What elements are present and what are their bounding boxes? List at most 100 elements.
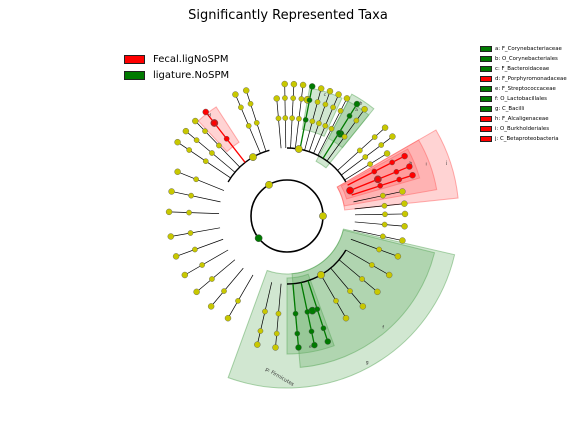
leaf-node-46-4 [174, 168, 181, 175]
leaf-node-5-3 [309, 118, 316, 125]
highlight-label-j: j [445, 160, 447, 166]
leaf-node-4-3 [302, 117, 309, 123]
branch-38 [227, 274, 254, 319]
branch-44 [169, 211, 220, 214]
leaf-node-27-4 [399, 237, 406, 244]
clade-legend-entry: f: O_Lactobacillales [480, 94, 567, 104]
clade-legend-swatch [480, 66, 492, 72]
leaf-node-44-3 [186, 209, 192, 216]
legend-label-ligature: ligature.NoSPM [153, 69, 230, 81]
inner-node-1 [254, 234, 263, 243]
leaf-node-6-5 [326, 87, 334, 95]
leaf-node-37-3 [262, 308, 268, 315]
leaf-node-2-5 [290, 80, 298, 88]
leaf-node-17-5 [381, 124, 389, 131]
leaf-node-7-3 [322, 122, 329, 129]
leaf-node-22-5 [409, 172, 416, 179]
leaf-node-2-4 [290, 95, 296, 101]
clade-legend-swatch [480, 56, 492, 62]
leaf-node-32-4 [342, 314, 350, 322]
clade-legend-label: a: F_Corynebacteriaceae [495, 46, 562, 52]
legend-entry-fecal: Fecal.ligNoSPM [124, 51, 229, 67]
branches [169, 84, 413, 348]
leaf-node-1-4 [282, 95, 288, 101]
leaf-node-9-3 [336, 130, 342, 136]
branch-39 [210, 267, 244, 307]
branch-0 [276, 98, 282, 149]
clade-legend-label: g: C_Bacilli [495, 106, 525, 112]
clade-legend-swatch [480, 106, 492, 112]
leaf-node-24-4 [401, 200, 408, 207]
leaf-node-8-3 [328, 125, 335, 132]
leaf-node-36-5 [272, 344, 279, 351]
branch-32 [320, 274, 347, 319]
leaf-node-9-5 [353, 100, 361, 108]
leaf-node-37-5 [254, 341, 261, 348]
highlight-label-d: d [208, 113, 211, 119]
leaf-node-18-5 [389, 133, 396, 140]
leaf-node-8-4 [337, 108, 344, 114]
leaf-node-42-3 [192, 246, 198, 253]
leaf-node-39-3 [221, 288, 227, 294]
leaf-node-17-3 [357, 147, 363, 154]
branch-43 [170, 227, 221, 237]
branch-30 [338, 259, 378, 293]
leaf-node-0-3 [275, 115, 282, 122]
leaf-node-5-5 [317, 85, 325, 92]
branch-46 [177, 171, 225, 191]
clade-legend-label: e: F_Streptococcaceae [495, 86, 556, 92]
leaf-node-23-3 [380, 192, 386, 199]
leaf-node-21-5 [406, 163, 413, 170]
clade-legend-label: h: F_Alcaligenaceae [495, 116, 549, 122]
leaf-node-31-4 [359, 303, 367, 310]
clade-legend-entry: d: F_Porphyromonadaceae [480, 74, 567, 84]
branch-23 [353, 191, 403, 203]
leaf-node-38-3 [235, 298, 241, 304]
inner-node-8 [346, 186, 354, 195]
leaf-node-21-4 [393, 168, 400, 175]
leaf-node-21-3 [375, 176, 381, 183]
leaf-node-7-5 [335, 91, 342, 98]
leaf-node-16-3 [202, 158, 209, 164]
inner-node-3 [294, 145, 303, 153]
leaf-node-35-4 [294, 330, 301, 337]
clade-legend-label: f: O_Lactobacillales [495, 96, 547, 102]
leaf-node-1-5 [281, 80, 288, 88]
group-legend: Fecal.ligNoSPM ligature.NoSPM [124, 51, 229, 83]
leaf-node-10-5 [361, 106, 368, 113]
leaf-node-12-3 [245, 122, 252, 129]
leaf-node-34-3 [304, 309, 311, 315]
leaf-node-28-3 [376, 246, 382, 253]
clade-legend-label: i: O_Burkholderiales [495, 126, 550, 132]
clade-legend-label: c: F_Bacteroidaceae [495, 66, 550, 72]
leaf-node-30-4 [374, 288, 381, 296]
clade-legend-swatch [480, 116, 492, 122]
leaf-node-13-5 [202, 108, 209, 116]
branch-28 [350, 238, 399, 257]
leaf-node-4-4 [306, 97, 313, 103]
leaf-node-4-5 [308, 83, 316, 90]
leaf-node-31-3 [347, 288, 353, 294]
leaf-node-40-3 [209, 276, 215, 282]
leaf-node-5-4 [314, 99, 321, 105]
branch-31 [330, 267, 364, 307]
leaf-node-15-5 [182, 127, 190, 135]
clade-legend-entry: b: O_Corynebacteriales [480, 54, 567, 64]
clade-legend-entry: e: F_Streptococcaceae [480, 84, 567, 94]
leaf-node-26-3 [381, 221, 388, 228]
leaf-node-39-4 [207, 303, 215, 310]
leaf-node-10-3 [341, 133, 348, 140]
clade-legend-swatch [480, 136, 492, 142]
leaf-node-43-4 [167, 233, 174, 240]
leaf-node-2-3 [289, 115, 295, 121]
leaf-node-36-3 [275, 310, 282, 317]
leaf-node-33-3 [314, 306, 321, 313]
leaf-node-30-3 [359, 276, 365, 282]
leaf-node-33-4 [320, 325, 327, 332]
leaf-node-10-4 [353, 117, 360, 124]
inner-node-5 [249, 153, 257, 161]
leaf-node-24-3 [381, 202, 388, 209]
branch-27 [353, 229, 403, 241]
leaf-node-23-4 [399, 188, 406, 195]
leaf-node-45-3 [188, 192, 194, 199]
